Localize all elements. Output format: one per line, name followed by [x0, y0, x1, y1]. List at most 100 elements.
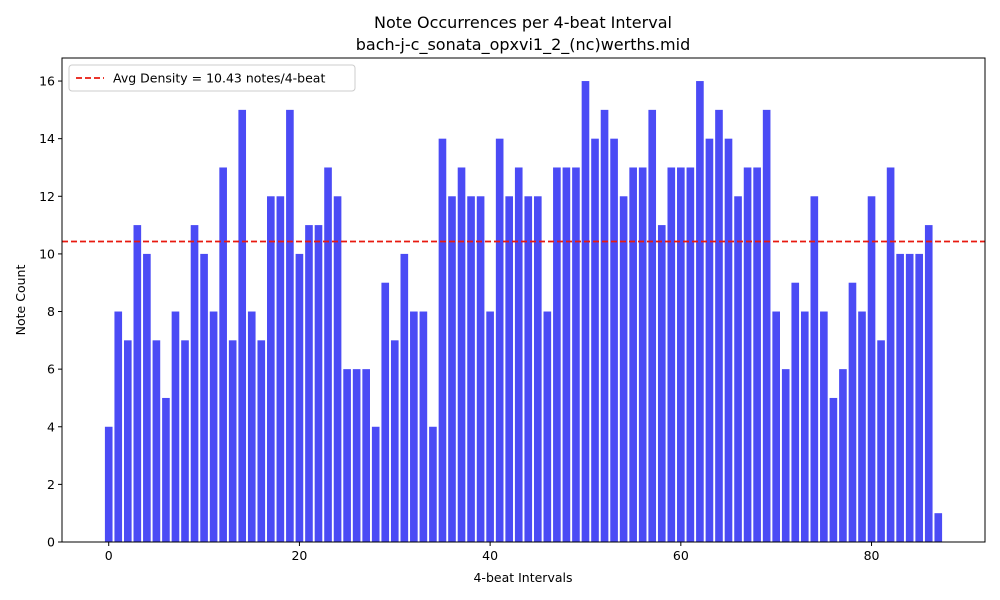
bar: [581, 81, 590, 543]
bar: [638, 167, 647, 543]
bar: [648, 109, 657, 543]
bar: [333, 196, 342, 543]
bar: [800, 311, 809, 542]
bar: [209, 311, 218, 542]
bar: [772, 311, 780, 542]
bar: [657, 225, 666, 542]
bar: [190, 225, 199, 542]
bar: [839, 369, 847, 542]
y-axis-ticks: 0 2 4 6 8 10 12 14 16: [39, 74, 62, 550]
y-tick-label: 0: [47, 535, 55, 550]
bar: [305, 225, 313, 542]
y-tick-label: 6: [47, 362, 55, 377]
bar: [104, 426, 113, 542]
bar: [924, 225, 933, 542]
y-tick-label: 14: [39, 131, 55, 146]
bar: [591, 138, 599, 543]
bar: [781, 369, 790, 542]
bar: [324, 167, 332, 543]
y-tick-label: 4: [47, 419, 55, 434]
bar: [505, 196, 514, 543]
bar: [286, 109, 294, 543]
x-tick-label: 60: [673, 548, 689, 563]
bar: [276, 196, 285, 543]
bar: [686, 167, 695, 543]
bar: [228, 340, 237, 542]
bar: [314, 225, 323, 542]
bar: [753, 167, 761, 543]
bar: [629, 167, 637, 543]
x-tick-label: 0: [105, 548, 113, 563]
bar: [791, 282, 800, 542]
bar: [295, 253, 304, 542]
bar: [896, 253, 904, 542]
legend-box: [68, 64, 356, 92]
bar: [267, 196, 275, 543]
bar: [915, 253, 924, 542]
bar: [743, 167, 752, 543]
bar: [696, 81, 704, 543]
x-tick-label: 80: [864, 548, 880, 563]
bar: [514, 167, 523, 543]
bar: [467, 196, 475, 543]
bar: [219, 167, 227, 543]
legend-average-label: Avg Density = 10.43 notes/4-beat: [113, 71, 325, 86]
bar: [257, 340, 266, 542]
bar: [810, 196, 819, 543]
bar: [133, 225, 142, 542]
bar: [114, 311, 123, 542]
bar: [457, 167, 466, 543]
bar: [705, 138, 714, 543]
bar: [495, 138, 504, 543]
bar: [734, 196, 742, 543]
y-tick-label: 2: [47, 477, 55, 492]
bar: [362, 369, 370, 542]
x-tick-label: 40: [482, 548, 498, 563]
bar: [667, 167, 676, 543]
bar: [429, 426, 437, 542]
bar: [181, 340, 189, 542]
bar: [619, 196, 628, 543]
bar: [123, 340, 132, 542]
bar: [553, 167, 561, 543]
bar: [858, 311, 866, 542]
bar: [562, 167, 571, 543]
bar: [533, 196, 542, 543]
bar: [171, 311, 180, 542]
bar: [371, 426, 380, 542]
bar: [848, 282, 857, 542]
bar: [162, 397, 170, 542]
bar: [352, 369, 361, 542]
bar: [343, 369, 351, 542]
bar: [476, 196, 485, 543]
bar: [877, 340, 885, 542]
bar: [419, 311, 428, 542]
bar: [200, 253, 208, 542]
bar: [381, 282, 390, 542]
x-axis-ticks: 0 20 40 60 80: [105, 542, 880, 563]
y-tick-label: 8: [47, 304, 55, 319]
bar: [390, 340, 399, 542]
bar: [524, 196, 533, 543]
legend: Avg Density = 10.43 notes/4-beat: [68, 64, 356, 92]
y-tick-label: 16: [39, 74, 55, 89]
bar: [543, 311, 552, 542]
bar: [143, 253, 151, 542]
bar: [572, 167, 580, 543]
bar: [829, 397, 838, 542]
bar: [438, 138, 447, 543]
bar: [886, 167, 895, 543]
bar: [152, 340, 161, 542]
bar: [247, 311, 256, 542]
y-axis-label: Note Count: [13, 265, 28, 336]
bar: [238, 109, 247, 543]
x-axis-label: 4-beat Intervals: [473, 570, 572, 585]
bar: [448, 196, 456, 543]
bar: [715, 109, 723, 543]
x-tick-label: 20: [291, 548, 307, 563]
bar: [934, 513, 943, 542]
plot-frame: [61, 57, 986, 543]
chart-subtitle: bach-j-c_sonata_opxvi1_2_(nc)werths.mid: [356, 35, 690, 55]
bar: [410, 311, 418, 542]
